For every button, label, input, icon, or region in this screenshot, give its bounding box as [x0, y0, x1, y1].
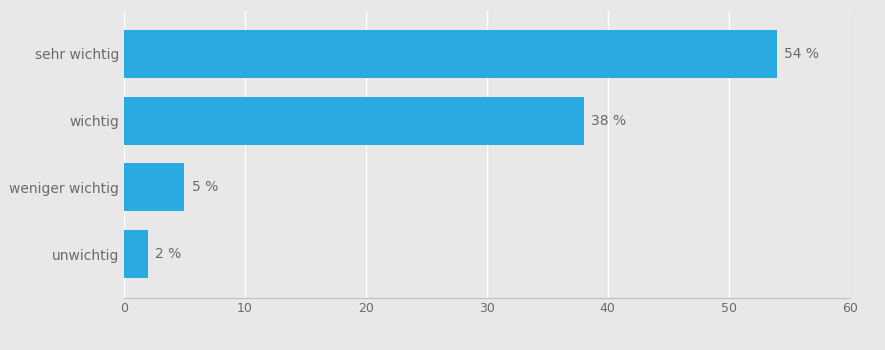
Text: 54 %: 54 % [784, 47, 820, 61]
Text: 5 %: 5 % [192, 180, 218, 194]
Bar [124, 30, 777, 78]
Text: 38 %: 38 % [591, 114, 626, 128]
Bar [124, 97, 583, 145]
Text: 2 %: 2 % [156, 247, 181, 261]
Bar [124, 230, 148, 278]
Bar [124, 163, 184, 211]
